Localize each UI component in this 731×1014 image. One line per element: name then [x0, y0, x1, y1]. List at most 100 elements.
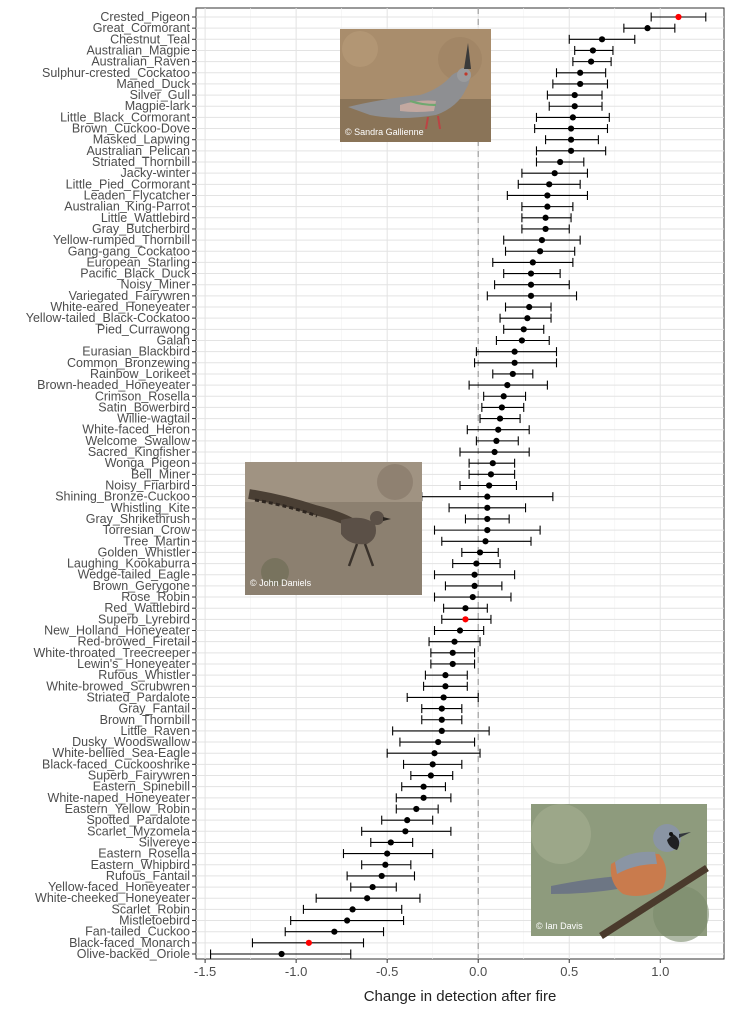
estimate-point	[456, 627, 464, 634]
estimate-point	[486, 482, 493, 489]
highlighted-estimate-point	[675, 13, 682, 21]
species-label: Willie-wagtail	[117, 412, 190, 426]
estimate-point	[518, 337, 526, 344]
estimate-point	[382, 861, 389, 868]
species-label: Striated_Pardalote	[86, 690, 190, 704]
estimate-point	[557, 158, 564, 166]
species-label: Variegated_Fairywren	[69, 289, 190, 303]
species-label: Common_Bronzewing	[67, 356, 190, 370]
estimate-point	[567, 125, 575, 132]
species-label: Leaden_Flycatcher	[84, 188, 190, 202]
species-label: Gang-gang_Cockatoo	[68, 244, 190, 258]
estimate-point	[451, 638, 458, 645]
species-label: Red_Wattlebird	[104, 601, 190, 615]
species-label: White-cheeked_Honeyeater	[35, 891, 190, 905]
estimate-point	[504, 382, 511, 389]
estimate-point	[420, 783, 427, 790]
estimate-point	[471, 571, 478, 578]
x-tick-label: -1.5	[194, 964, 216, 979]
estimate-point	[571, 103, 578, 110]
species-label: New_Holland_Honeyeater	[44, 624, 190, 638]
estimate-point	[491, 448, 498, 456]
estimate-point	[542, 225, 549, 233]
estimate-point	[527, 292, 535, 299]
estimate-point	[344, 917, 351, 924]
species-label: Great_Cormorant	[93, 21, 191, 35]
species-label: Olive-backed_Oriole	[77, 947, 190, 961]
species-label: White-bellied_Sea-Eagle	[52, 746, 190, 760]
estimate-point	[644, 25, 651, 32]
species-label: Little_Wattlebird	[101, 211, 190, 225]
species-label: Gray_Butcherbird	[92, 222, 190, 236]
species-label: Torresian_Crow	[102, 523, 191, 537]
species-label: Brown_Thornbill	[100, 713, 190, 727]
estimate-point	[431, 750, 438, 757]
species-label: Black-faced_Monarch	[69, 936, 190, 950]
species-label: Eastern_Whipbird	[91, 858, 190, 872]
estimate-point	[449, 660, 456, 668]
species-label: White-eared_Honeyeater	[50, 300, 190, 314]
species-label: Sulphur-crested_Cockatoo	[42, 66, 190, 80]
species-label: Noisy_Friarbird	[105, 479, 190, 493]
estimate-point	[429, 761, 436, 768]
species-label: Gray_Shrikethrush	[86, 512, 190, 526]
species-label: Laughing_Kookaburra	[67, 557, 190, 571]
species-label: Eurasian_Blackbird	[82, 345, 190, 359]
estimate-point	[387, 839, 394, 846]
species-label: Little_Raven	[121, 724, 191, 738]
estimate-point	[542, 214, 549, 221]
estimate-point	[577, 80, 584, 88]
estimate-point	[538, 236, 546, 244]
estimate-point	[438, 727, 445, 735]
photo-credit-3: © Ian Davis	[536, 921, 583, 931]
species-label: Scarlet_Robin	[111, 902, 190, 916]
species-label: Australian_Raven	[91, 55, 190, 69]
estimate-point	[598, 36, 606, 43]
estimates-and-intervals	[210, 12, 707, 959]
estimate-point	[589, 47, 597, 54]
species-label: Whistling_Kite	[111, 501, 190, 515]
species-label: Tree_Martin	[123, 534, 190, 548]
species-labels: Crested_PigeonGreat_CormorantChestnut_Te…	[26, 10, 191, 961]
species-label: Wonga_Pigeon	[105, 456, 190, 470]
x-tick-label: 0.0	[469, 964, 487, 979]
estimate-point	[384, 850, 391, 857]
species-label: Mistletoebird	[119, 914, 190, 928]
species-label: Welcome_Swallow	[85, 434, 191, 448]
species-label: Lewin's_Honeyeater	[77, 657, 190, 671]
estimate-point	[527, 281, 535, 288]
estimate-point	[544, 203, 551, 210]
x-tick-label: 0.5	[560, 964, 578, 979]
estimate-point	[544, 192, 551, 199]
species-label: Striated_Thornbill	[92, 155, 190, 169]
highlighted-estimate-point	[462, 616, 469, 623]
estimate-point	[482, 538, 489, 545]
species-label: Yellow-rumped_Thornbill	[53, 233, 190, 247]
species-label: Wedge-tailed_Eagle	[78, 568, 190, 582]
species-label: Masked_Lapwing	[93, 133, 190, 147]
species-label: Eastern_Rosella	[98, 847, 190, 861]
estimate-point	[537, 248, 544, 255]
species-label: Bell_Miner	[131, 467, 190, 481]
estimate-point	[420, 794, 427, 801]
species-label: Spotted_Pardalote	[86, 813, 190, 827]
species-label: Noisy_Miner	[121, 278, 190, 292]
species-label: White-browed_Scrubwren	[46, 679, 190, 693]
estimate-point	[511, 348, 518, 355]
estimate-point	[489, 460, 496, 467]
species-label: Sacred_Kingfisher	[88, 445, 190, 459]
x-tick-label: -1.0	[285, 964, 307, 979]
estimate-point	[449, 649, 456, 656]
species-label: Silver_Gull	[130, 88, 190, 102]
species-label: Gray_Fantail	[118, 702, 190, 716]
species-label: Australian_King-Parrot	[64, 200, 190, 214]
y-ticks	[192, 16, 196, 955]
species-label: Little_Pied_Cormorant	[66, 177, 191, 191]
estimate-point	[587, 58, 595, 65]
species-label: Dusky_Woodswallow	[72, 735, 191, 749]
estimate-point	[331, 928, 338, 935]
estimate-point	[527, 270, 535, 277]
estimate-point	[567, 136, 575, 143]
estimate-point	[567, 147, 575, 154]
